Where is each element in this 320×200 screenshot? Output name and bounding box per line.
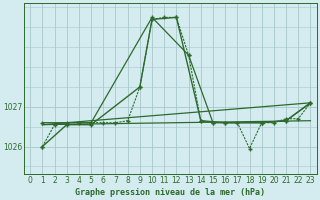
X-axis label: Graphe pression niveau de la mer (hPa): Graphe pression niveau de la mer (hPa) — [75, 188, 265, 197]
